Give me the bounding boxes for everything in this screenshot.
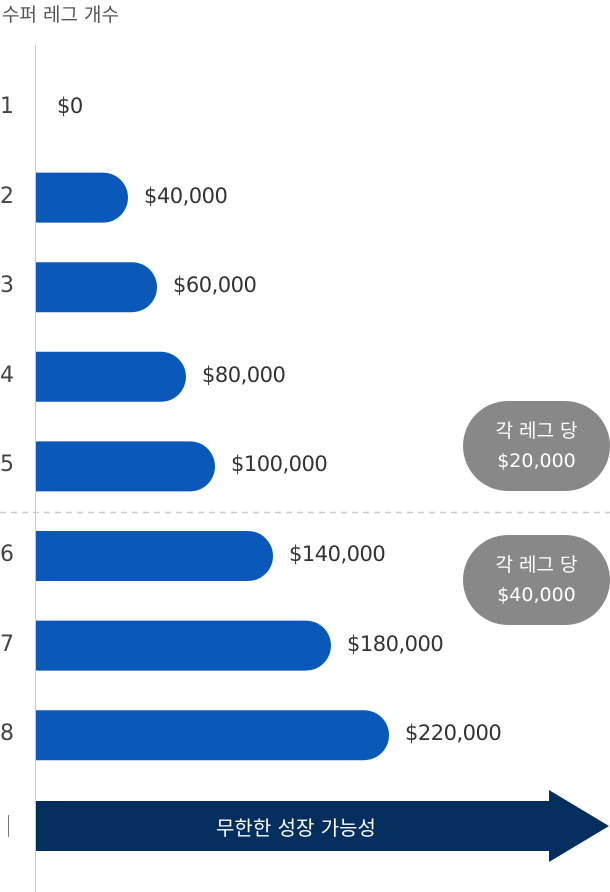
value-label: $80,000 [202,362,286,387]
badge-line2: $20,000 [497,450,576,472]
category-label: 6 [0,542,14,567]
category-label: 8 [0,721,14,747]
arrow-tick-mark [8,815,9,837]
bar-6 [36,531,273,581]
value-label: $220,000 [405,721,502,746]
badge-line2: $40,000 [497,584,576,606]
bar-5 [36,441,216,492]
rate-badge-20000: 각 레그 당 $20,000 [463,401,610,491]
value-label: $60,000 [173,273,257,298]
value-label: $100,000 [231,452,328,477]
category-label: 4 [0,362,14,388]
bar-3 [36,262,157,313]
category-label: 7 [0,631,14,657]
bar-group [36,172,389,761]
category-label: 3 [0,273,14,299]
growth-arrow [36,790,609,862]
value-label: $180,000 [347,631,444,656]
bar-4 [36,351,186,402]
bar-8 [36,710,389,761]
category-label: 1 [0,94,14,119]
value-label: $0 [57,94,83,118]
rate-badge-40000: 각 레그 당 $40,000 [463,535,610,625]
value-label: $140,000 [289,542,386,566]
axis-title: 수퍼 레그 개수 [2,4,119,26]
value-label: $40,000 [144,183,228,208]
bar-2 [36,172,128,223]
badge-line1: 각 레그 당 [495,554,578,576]
arrow-label: 무한한 성장 가능성 [216,815,376,840]
badge-line1: 각 레그 당 [495,420,578,442]
category-label: 2 [0,183,14,209]
category-label: 5 [0,452,14,478]
bar-7 [36,620,331,671]
